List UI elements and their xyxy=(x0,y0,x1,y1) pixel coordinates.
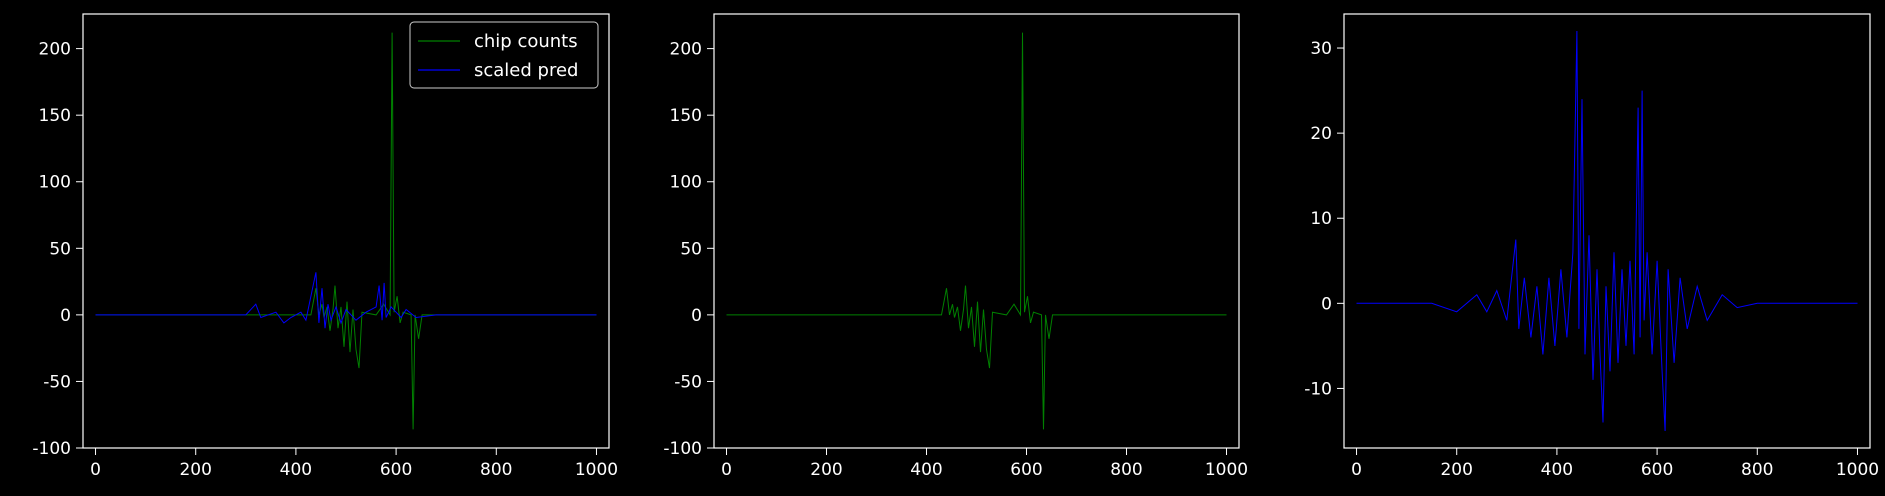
axes-ticks-1: 0 200 400 600 800 1000 -100 -50 0 50 100 150 200 xyxy=(32,40,618,480)
x-tick-label: 600 xyxy=(380,460,412,480)
legend-label-scaled-pred: scaled pred xyxy=(474,60,578,81)
y-tick-label: 0 xyxy=(691,306,702,326)
plot-area-2 xyxy=(713,13,1240,449)
y-tick-label: -100 xyxy=(32,439,71,459)
axes-ticks-3: 0 200 400 600 800 1000 -10 0 10 20 30 xyxy=(1304,39,1879,480)
chart-panel-3: 0 200 400 600 800 1000 -10 0 10 20 30 xyxy=(1304,13,1879,480)
chart-panel-1: 0 200 400 600 800 1000 -100 -50 0 50 100 150 200 chi… xyxy=(32,13,618,480)
chart-panel-2: 0 200 400 600 800 1000 -100 -50 0 50 100 150 200 xyxy=(663,13,1248,480)
y-tick-label: 10 xyxy=(1310,209,1332,229)
x-tick-label: 200 xyxy=(810,460,842,480)
x-tick-label: 400 xyxy=(1541,460,1573,480)
y-tick-label: 200 xyxy=(39,40,71,60)
legend-label-chip-counts: chip counts xyxy=(474,31,578,52)
y-tick-label: -50 xyxy=(43,372,71,392)
x-tick-label: 200 xyxy=(179,460,211,480)
x-tick-label: 600 xyxy=(1641,460,1673,480)
series-lines-1 xyxy=(95,32,597,430)
series-line-scaled-pred xyxy=(95,272,597,329)
x-tick-label: 0 xyxy=(1351,460,1362,480)
x-tick-label: 0 xyxy=(90,460,101,480)
x-tick-label: 400 xyxy=(280,460,312,480)
y-tick-label: -50 xyxy=(674,372,702,392)
y-tick-label: 200 xyxy=(670,40,702,60)
x-tick-label: 800 xyxy=(1741,460,1773,480)
legend-box xyxy=(409,21,599,89)
y-tick-label: 150 xyxy=(39,106,71,126)
plot-area-3 xyxy=(1343,13,1871,449)
x-tick-label: 800 xyxy=(1110,460,1142,480)
x-tick-label: 0 xyxy=(721,460,732,480)
series-line-scaled-pred xyxy=(1356,30,1858,432)
x-tick-label: 800 xyxy=(480,460,512,480)
y-tick-label: 100 xyxy=(670,173,702,193)
x-tick-label: 1000 xyxy=(1205,460,1248,480)
legend: chip counts scaled pred xyxy=(409,21,599,89)
x-tick-label: 1000 xyxy=(1836,460,1879,480)
x-tick-label: 1000 xyxy=(575,460,618,480)
x-tick-label: 600 xyxy=(1010,460,1042,480)
x-tick-label: 400 xyxy=(910,460,942,480)
y-tick-label: 50 xyxy=(680,239,702,259)
y-tick-label: 0 xyxy=(1321,294,1332,314)
axes-ticks-2: 0 200 400 600 800 1000 -100 -50 0 50 100 150 200 xyxy=(663,40,1248,480)
y-tick-label: 30 xyxy=(1310,39,1332,59)
series-line-chip-counts xyxy=(726,32,1227,430)
series-line-chip-counts xyxy=(95,32,597,430)
series-lines-3 xyxy=(1356,30,1858,432)
series-lines-2 xyxy=(726,32,1227,430)
y-tick-label: -100 xyxy=(663,439,702,459)
y-tick-label: 150 xyxy=(670,106,702,126)
y-tick-label: 50 xyxy=(49,239,71,259)
y-tick-label: 20 xyxy=(1310,124,1332,144)
y-tick-label: 0 xyxy=(60,306,71,326)
y-tick-label: 100 xyxy=(39,173,71,193)
y-tick-label: -10 xyxy=(1304,379,1332,399)
x-tick-label: 200 xyxy=(1440,460,1472,480)
